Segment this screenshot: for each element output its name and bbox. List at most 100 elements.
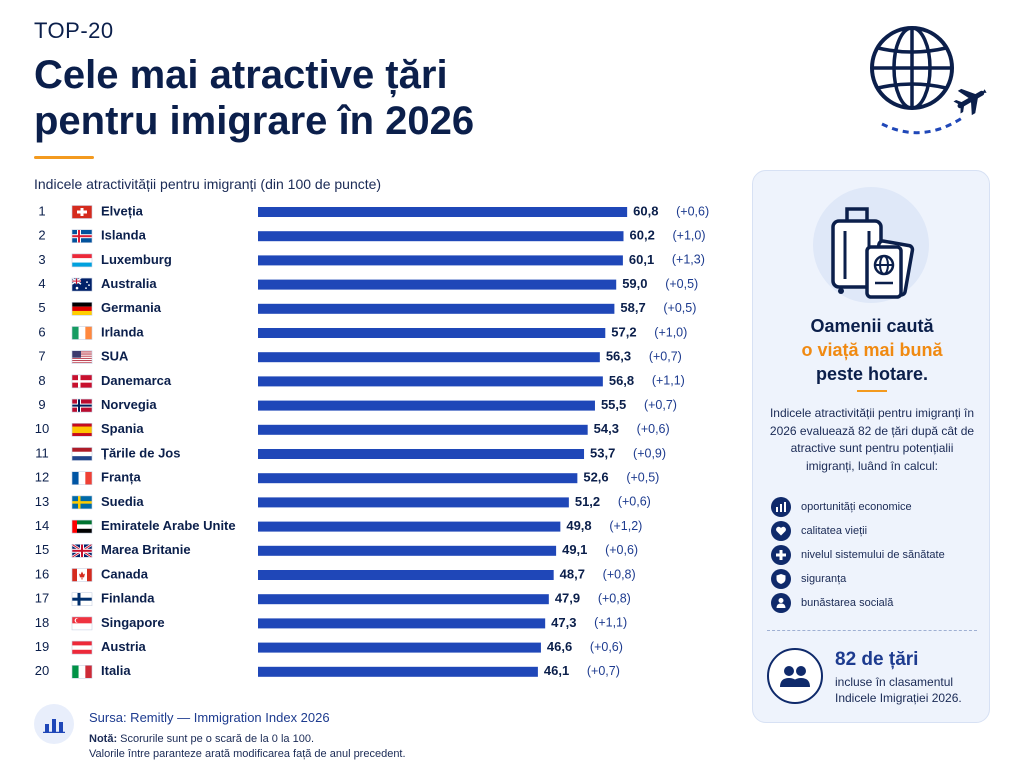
factor-item: bunăstarea socială bbox=[771, 592, 893, 614]
bar bbox=[258, 497, 569, 508]
shield-icon bbox=[771, 569, 791, 589]
country-label: Finlanda bbox=[101, 591, 155, 606]
bar bbox=[258, 473, 578, 484]
flag-is-icon bbox=[71, 229, 93, 244]
change-label: (+0,7) bbox=[587, 664, 620, 678]
countries-count: 82 de țări bbox=[835, 649, 919, 670]
country-label: Irlanda bbox=[101, 324, 144, 339]
rank-label: 4 bbox=[38, 276, 45, 291]
value-label: 60,2 bbox=[630, 228, 655, 243]
flag-sg-icon bbox=[71, 616, 93, 631]
value-label: 46,6 bbox=[547, 639, 572, 654]
ranking-bar-chart: 1 Elveția 60,8 (+0,6) 2 Islanda 60,2 (+1,0) 3 Lux… bbox=[35, 203, 709, 679]
change-label: (+0,5) bbox=[665, 277, 698, 291]
panel-headline-3: peste hotare. bbox=[815, 364, 929, 384]
change-label: (+0,5) bbox=[626, 470, 659, 484]
panel-description: Indicele atractivității pentru imigranți… bbox=[769, 406, 975, 473]
change-label: (+1,0) bbox=[654, 325, 687, 339]
value-label: 57,2 bbox=[611, 324, 636, 339]
rank-label: 2 bbox=[38, 228, 45, 243]
value-label: 49,1 bbox=[562, 542, 587, 557]
country-label: Franța bbox=[101, 470, 142, 485]
value-label: 60,8 bbox=[633, 203, 658, 218]
bar bbox=[258, 521, 561, 532]
title-underline bbox=[34, 156, 94, 159]
country-label: Spania bbox=[101, 421, 144, 436]
suitcase-passport-icon bbox=[813, 187, 929, 303]
rank-label: 10 bbox=[35, 421, 49, 436]
note-line-2: Valorile între paranteze arată modificar… bbox=[89, 748, 406, 760]
country-label: Emiratele Arabe Unite bbox=[101, 518, 236, 533]
bar bbox=[258, 207, 628, 217]
rank-label: 11 bbox=[35, 445, 49, 460]
bar bbox=[258, 279, 617, 290]
flag-ae-icon bbox=[71, 519, 93, 534]
note-text: Notă: Scorurile sunt pe o scară de la 0 … bbox=[89, 732, 406, 762]
flag-ch-icon bbox=[71, 205, 93, 219]
change-label: (+0,6) bbox=[618, 495, 651, 509]
bar bbox=[258, 255, 623, 266]
title-line-2: pentru imigrare în 2026 bbox=[34, 99, 475, 143]
bar bbox=[258, 231, 624, 242]
note-line-1: Scorurile sunt pe o scară de la 0 la 100… bbox=[117, 733, 315, 745]
rank-label: 1 bbox=[38, 203, 45, 218]
country-label: Danemarca bbox=[101, 373, 172, 388]
country-label: Norvegia bbox=[101, 397, 157, 412]
value-label: 51,2 bbox=[575, 494, 600, 509]
change-label: (+0,7) bbox=[649, 349, 682, 363]
change-label: (+0,6) bbox=[605, 543, 638, 557]
bar bbox=[258, 328, 606, 338]
medical-cross-icon bbox=[771, 545, 791, 565]
factor-item: oportunități economice bbox=[771, 496, 912, 518]
people-group-icon bbox=[767, 648, 823, 704]
bar bbox=[258, 642, 541, 653]
change-label: (+0,7) bbox=[644, 398, 677, 412]
flag-no-icon bbox=[71, 398, 93, 413]
source-chart-icon bbox=[34, 704, 74, 744]
country-label: Luxemburg bbox=[101, 252, 172, 267]
country-label: Austria bbox=[101, 639, 147, 654]
rank-label: 3 bbox=[38, 252, 45, 267]
change-label: (+0,6) bbox=[676, 204, 709, 218]
value-label: 56,8 bbox=[609, 373, 634, 388]
panel-headline-1: Oamenii caută bbox=[810, 316, 934, 336]
flag-nl-icon bbox=[71, 447, 93, 461]
bar bbox=[258, 424, 588, 435]
rank-label: 5 bbox=[38, 300, 45, 315]
bar bbox=[258, 618, 546, 629]
change-label: (+0,9) bbox=[633, 446, 666, 460]
bar bbox=[258, 352, 600, 363]
factor-item: calitatea vieții bbox=[771, 520, 867, 542]
factor-item: nivelul sistemului de sănătate bbox=[771, 544, 945, 566]
change-label: (+1,1) bbox=[652, 374, 685, 388]
change-label: (+0,8) bbox=[603, 567, 636, 581]
change-label: (+1,0) bbox=[673, 228, 706, 242]
title-line-1: Cele mai atractive țări bbox=[34, 53, 448, 97]
panel-dashed-divider bbox=[767, 630, 977, 631]
bar bbox=[258, 594, 549, 605]
info-panel: Oamenii caută o viață mai bună peste hot… bbox=[752, 170, 990, 723]
chart-subtitle: Indicele atractivității pentru imigranți… bbox=[34, 176, 382, 192]
note-label: Notă: bbox=[89, 733, 118, 745]
country-label: Elveția bbox=[101, 203, 144, 218]
value-label: 47,3 bbox=[551, 615, 576, 630]
flag-fr-icon bbox=[71, 471, 93, 486]
country-label: Țările de Jos bbox=[101, 445, 180, 460]
value-label: 47,9 bbox=[555, 591, 580, 606]
factor-label: calitatea vieții bbox=[801, 525, 868, 537]
change-label: (+0,6) bbox=[637, 422, 670, 436]
flag-au-icon bbox=[71, 277, 93, 292]
factor-label: nivelul sistemului de sănătate bbox=[801, 549, 945, 561]
bar bbox=[258, 376, 603, 387]
value-label: 60,1 bbox=[629, 252, 654, 267]
rank-label: 17 bbox=[35, 591, 49, 606]
flag-us-icon bbox=[71, 350, 93, 364]
value-label: 52,6 bbox=[583, 470, 608, 485]
factor-label: bunăstarea socială bbox=[801, 597, 894, 609]
flag-lu-icon bbox=[71, 253, 93, 268]
person-icon bbox=[771, 593, 791, 613]
flag-de-icon bbox=[71, 302, 93, 316]
rank-label: 15 bbox=[35, 542, 49, 557]
country-label: SUA bbox=[101, 349, 129, 364]
factor-label: siguranța bbox=[801, 573, 847, 585]
